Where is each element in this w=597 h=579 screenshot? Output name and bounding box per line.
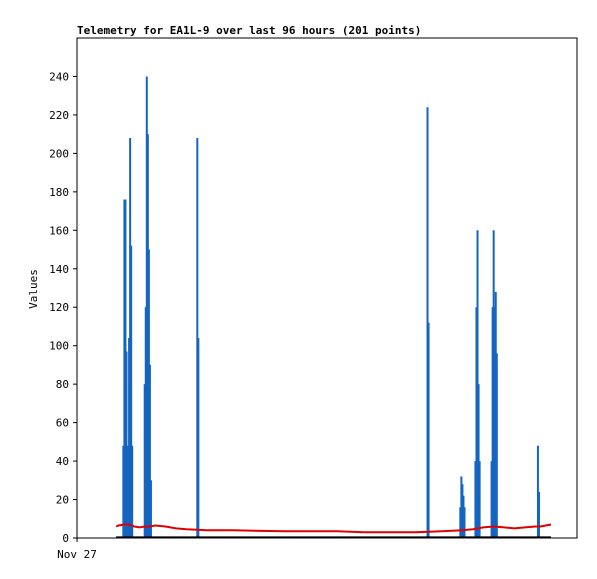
chart-title: Telemetry for EA1L-9 over last 96 hours … [77, 24, 421, 37]
y-axis-label: Values [27, 269, 40, 309]
y-tick-label: 120 [49, 301, 69, 314]
y-tick-label: 40 [56, 455, 69, 468]
y-tick-label: 160 [49, 224, 69, 237]
y-tick-label: 180 [49, 186, 69, 199]
x-axis: Nov 27 [57, 538, 97, 561]
y-tick-label: 60 [56, 417, 69, 430]
y-tick-label: 80 [56, 378, 69, 391]
y-tick-label: 20 [56, 494, 69, 507]
series-1-line [115, 523, 552, 534]
y-axis: 0 20 40 60 80 100 120 140 160 180 200 220 240 [49, 70, 77, 545]
x-tick-label: Nov 27 [57, 548, 97, 561]
y-tick-label: 240 [49, 70, 69, 83]
y-tick-label: 200 [49, 147, 69, 160]
y-tick-label: 100 [49, 340, 69, 353]
y-tick-label: 140 [49, 263, 69, 276]
y-tick-label: 0 [62, 532, 69, 545]
series-layer [115, 76, 552, 539]
y-tick-label: 220 [49, 109, 69, 122]
